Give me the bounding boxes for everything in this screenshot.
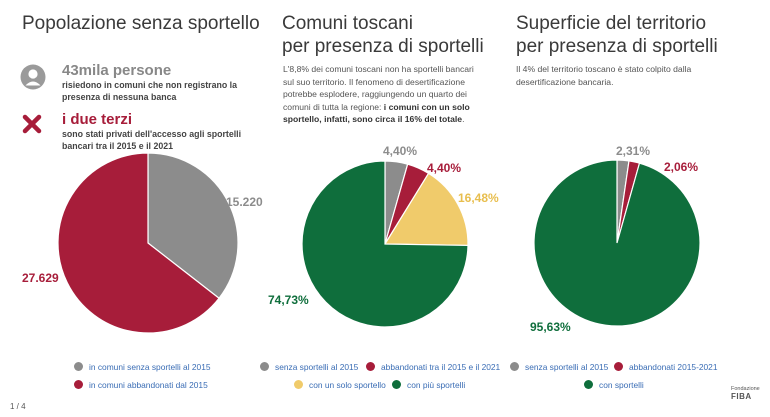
pie-3-label-1: 2,31% (616, 144, 650, 158)
legend-3-item-1: senza sportelli al 2015 (510, 362, 608, 372)
person-icon (20, 64, 46, 90)
pie-2-label-1: 4,40% (383, 144, 417, 158)
pie-1-label-1: 15.220 (226, 195, 263, 209)
chart-3-title-line1: Superficie del territorio (516, 13, 707, 34)
pie-2-slice-3 (383, 172, 469, 247)
superficie-description: Il 4% del territorio toscano è stato col… (516, 64, 692, 87)
chart-2-title-line1: Comuni toscani (282, 13, 413, 34)
legend-1-item-2: in comuni abbandonati dal 2015 (74, 380, 208, 390)
legend-3-item-2: abbandonati 2015-2021 (614, 362, 718, 372)
legend-2-item-2: abbandonati tra il 2015 e il 2021 (366, 362, 500, 372)
pie-2-label-3: 16,48% (458, 191, 499, 205)
chart-3-title: Superficie del territorio per presenza d… (516, 12, 756, 58)
pie-2-label-4: 74,73% (268, 293, 309, 307)
legend-1-item-1: in comuni senza sportelli al 2015 (74, 362, 211, 372)
pie-1-slice-1 (147, 152, 239, 300)
pie-2-slice-4 (301, 160, 469, 328)
stat-thirds-value: i due terzi (62, 111, 133, 128)
stat-people-text: risiedono in comuni che non registrano l… (62, 80, 237, 102)
pie-2-label-2: 4,40% (427, 161, 461, 175)
legend-2-item-3: con un solo sportello (294, 380, 386, 390)
chart-3-title-line2: per presenza di sportelli (516, 36, 718, 57)
cross-icon (22, 114, 42, 134)
pie-chart-2: 4,40% 4,40% 16,48% 74,73% (268, 144, 499, 328)
pie-3-label-3: 95,63% (530, 320, 571, 334)
stat-thirds-text: sono stati privati dell'accesso agli spo… (62, 129, 242, 151)
chart-2-title-line2: per presenza di sportelli (282, 36, 484, 57)
chart-1-title: Popolazione senza sportello (22, 13, 260, 34)
page-indicator: 1 / 4 (10, 402, 26, 411)
pie-3-slice-3 (533, 159, 701, 327)
stat-people-value: 43mila persone (62, 62, 172, 79)
pie-3-label-2: 2,06% (664, 160, 698, 174)
fiba-logo: Fondazione FIBA (731, 386, 760, 401)
legend-3-item-3: con sportelli (584, 380, 644, 390)
pie-chart-3: 2,31% 2,06% 95,63% (530, 144, 701, 334)
pie-1-label-2: 27.629 (22, 271, 59, 285)
comuni-description: L'8,8% dei comuni toscani non ha sportel… (283, 64, 474, 125)
legend-2-item-4: con più sportelli (392, 380, 465, 390)
stat-thirds: i due terzi sono stati privati dell'acce… (62, 111, 272, 152)
legend-2-item-1: senza sportelli al 2015 (260, 362, 358, 372)
pie-chart-1: 15.220 27.629 (22, 152, 263, 334)
stat-people: 43mila persone risiedono in comuni che n… (62, 62, 272, 103)
comuni-description-highlight: i comuni con un solo sportello, infatti,… (283, 101, 470, 125)
pie-1-slice-2 (57, 152, 220, 334)
chart-2-title: Comuni toscani per presenza di sportelli (282, 12, 502, 58)
